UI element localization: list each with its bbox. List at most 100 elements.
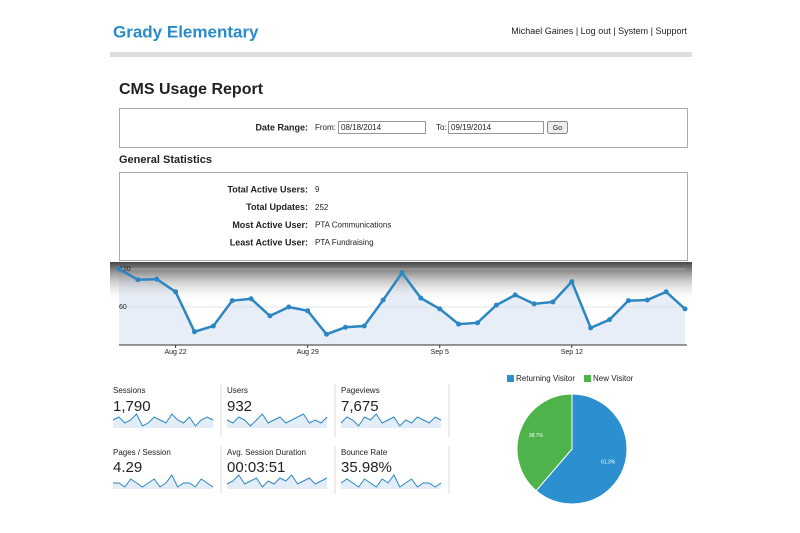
point [531,301,537,307]
report-title: CMS Usage Report [119,81,264,98]
separator: | [576,26,578,36]
link[interactable]: Log out [581,26,612,36]
legend-swatch [507,375,514,382]
stat-value: 9 [315,185,320,194]
site-title[interactable]: Grady Elementary [113,22,259,41]
metric-value: 4.29 [113,459,142,476]
stat-label: Most Active User: [232,220,308,230]
point [644,297,650,303]
point [191,329,197,335]
point [625,298,631,304]
metric-label: Users [227,386,248,395]
legend-swatch [584,375,591,382]
point [512,292,518,298]
point [342,324,348,330]
point [663,289,669,295]
slice-label: 38.7% [529,433,544,439]
point [437,306,443,312]
y-tick-label: 60 [119,304,127,311]
to-label: To: [436,123,447,132]
pie-slice [516,393,573,492]
point [682,306,688,312]
metric-label: Sessions [113,386,145,395]
point [456,321,462,327]
separator: | [651,26,653,36]
point [418,295,424,301]
stat-value: PTA Fundraising [315,238,374,247]
point [116,266,122,272]
link[interactable]: Support [655,26,687,36]
stat-label: Total Updates: [246,202,308,212]
point [248,296,254,302]
x-tick-label: Sep 5 [431,349,449,356]
separator: | [613,26,615,36]
from-label: From: [315,123,336,132]
sparkline [113,474,214,488]
slice-label: 61.3% [601,460,616,466]
go-label: Go [553,125,562,132]
sparkline-area [227,414,327,428]
sparkline [226,413,328,427]
stat-value: 252 [315,203,329,212]
point [305,308,311,314]
from-input[interactable] [338,121,426,134]
stat-value: PTA Communications [315,221,391,230]
sparkline-area [113,475,213,489]
to-value: 09/19/2014 [451,123,492,132]
stat-label: Least Active User: [230,237,308,247]
go-button[interactable] [547,121,568,134]
point [493,302,499,308]
sparkline [226,474,328,488]
pie-slice [535,393,628,505]
point [361,323,367,329]
section-title: General Statistics [119,154,212,166]
date-label: Date Range: [255,122,308,132]
sparkline [340,474,442,488]
date-box [119,108,688,148]
header-links: Michael Gaines | Log out | System | Supp… [511,26,687,36]
point [474,320,480,326]
sparkline-area [227,475,327,489]
metric-value: 932 [227,398,252,415]
x-tick-label: Sep 12 [561,349,583,356]
stat-label: Total Active Users: [227,184,308,194]
point [210,323,216,329]
point [550,299,556,305]
point [380,297,386,303]
point [399,270,405,276]
link[interactable]: Michael Gaines [511,26,574,36]
point [324,331,330,337]
from-value: 08/18/2014 [341,123,382,132]
metric-label: Pages / Session [113,448,171,457]
header-bar [110,52,692,57]
metric-value: 1,790 [113,398,151,415]
metric-label: Bounce Rate [341,448,388,457]
to-input[interactable] [448,121,544,134]
point [154,276,160,282]
link[interactable]: System [618,26,648,36]
point [229,298,235,304]
sparkline [340,413,442,427]
metric-value: 00:03:51 [227,459,285,476]
x-tick-label: Aug 22 [165,349,187,356]
sparkline-area [341,414,441,428]
stats-box [119,172,688,261]
point [267,313,273,319]
point [173,289,179,295]
metric-label: Avg. Session Duration [227,448,306,457]
x-tick-label: Aug 29 [297,349,319,356]
point [135,277,141,283]
metric-label: Pageviews [341,386,380,395]
metric-value: 7,675 [341,398,379,415]
point [286,304,292,310]
point [607,317,613,323]
metric-value: 35.98% [341,459,392,476]
sparkline-area [341,475,441,489]
point [588,325,594,331]
sparkline [112,413,214,427]
point [569,279,575,285]
legend-label: New Visitor [593,374,634,383]
legend-label: Returning Visitor [516,374,575,383]
